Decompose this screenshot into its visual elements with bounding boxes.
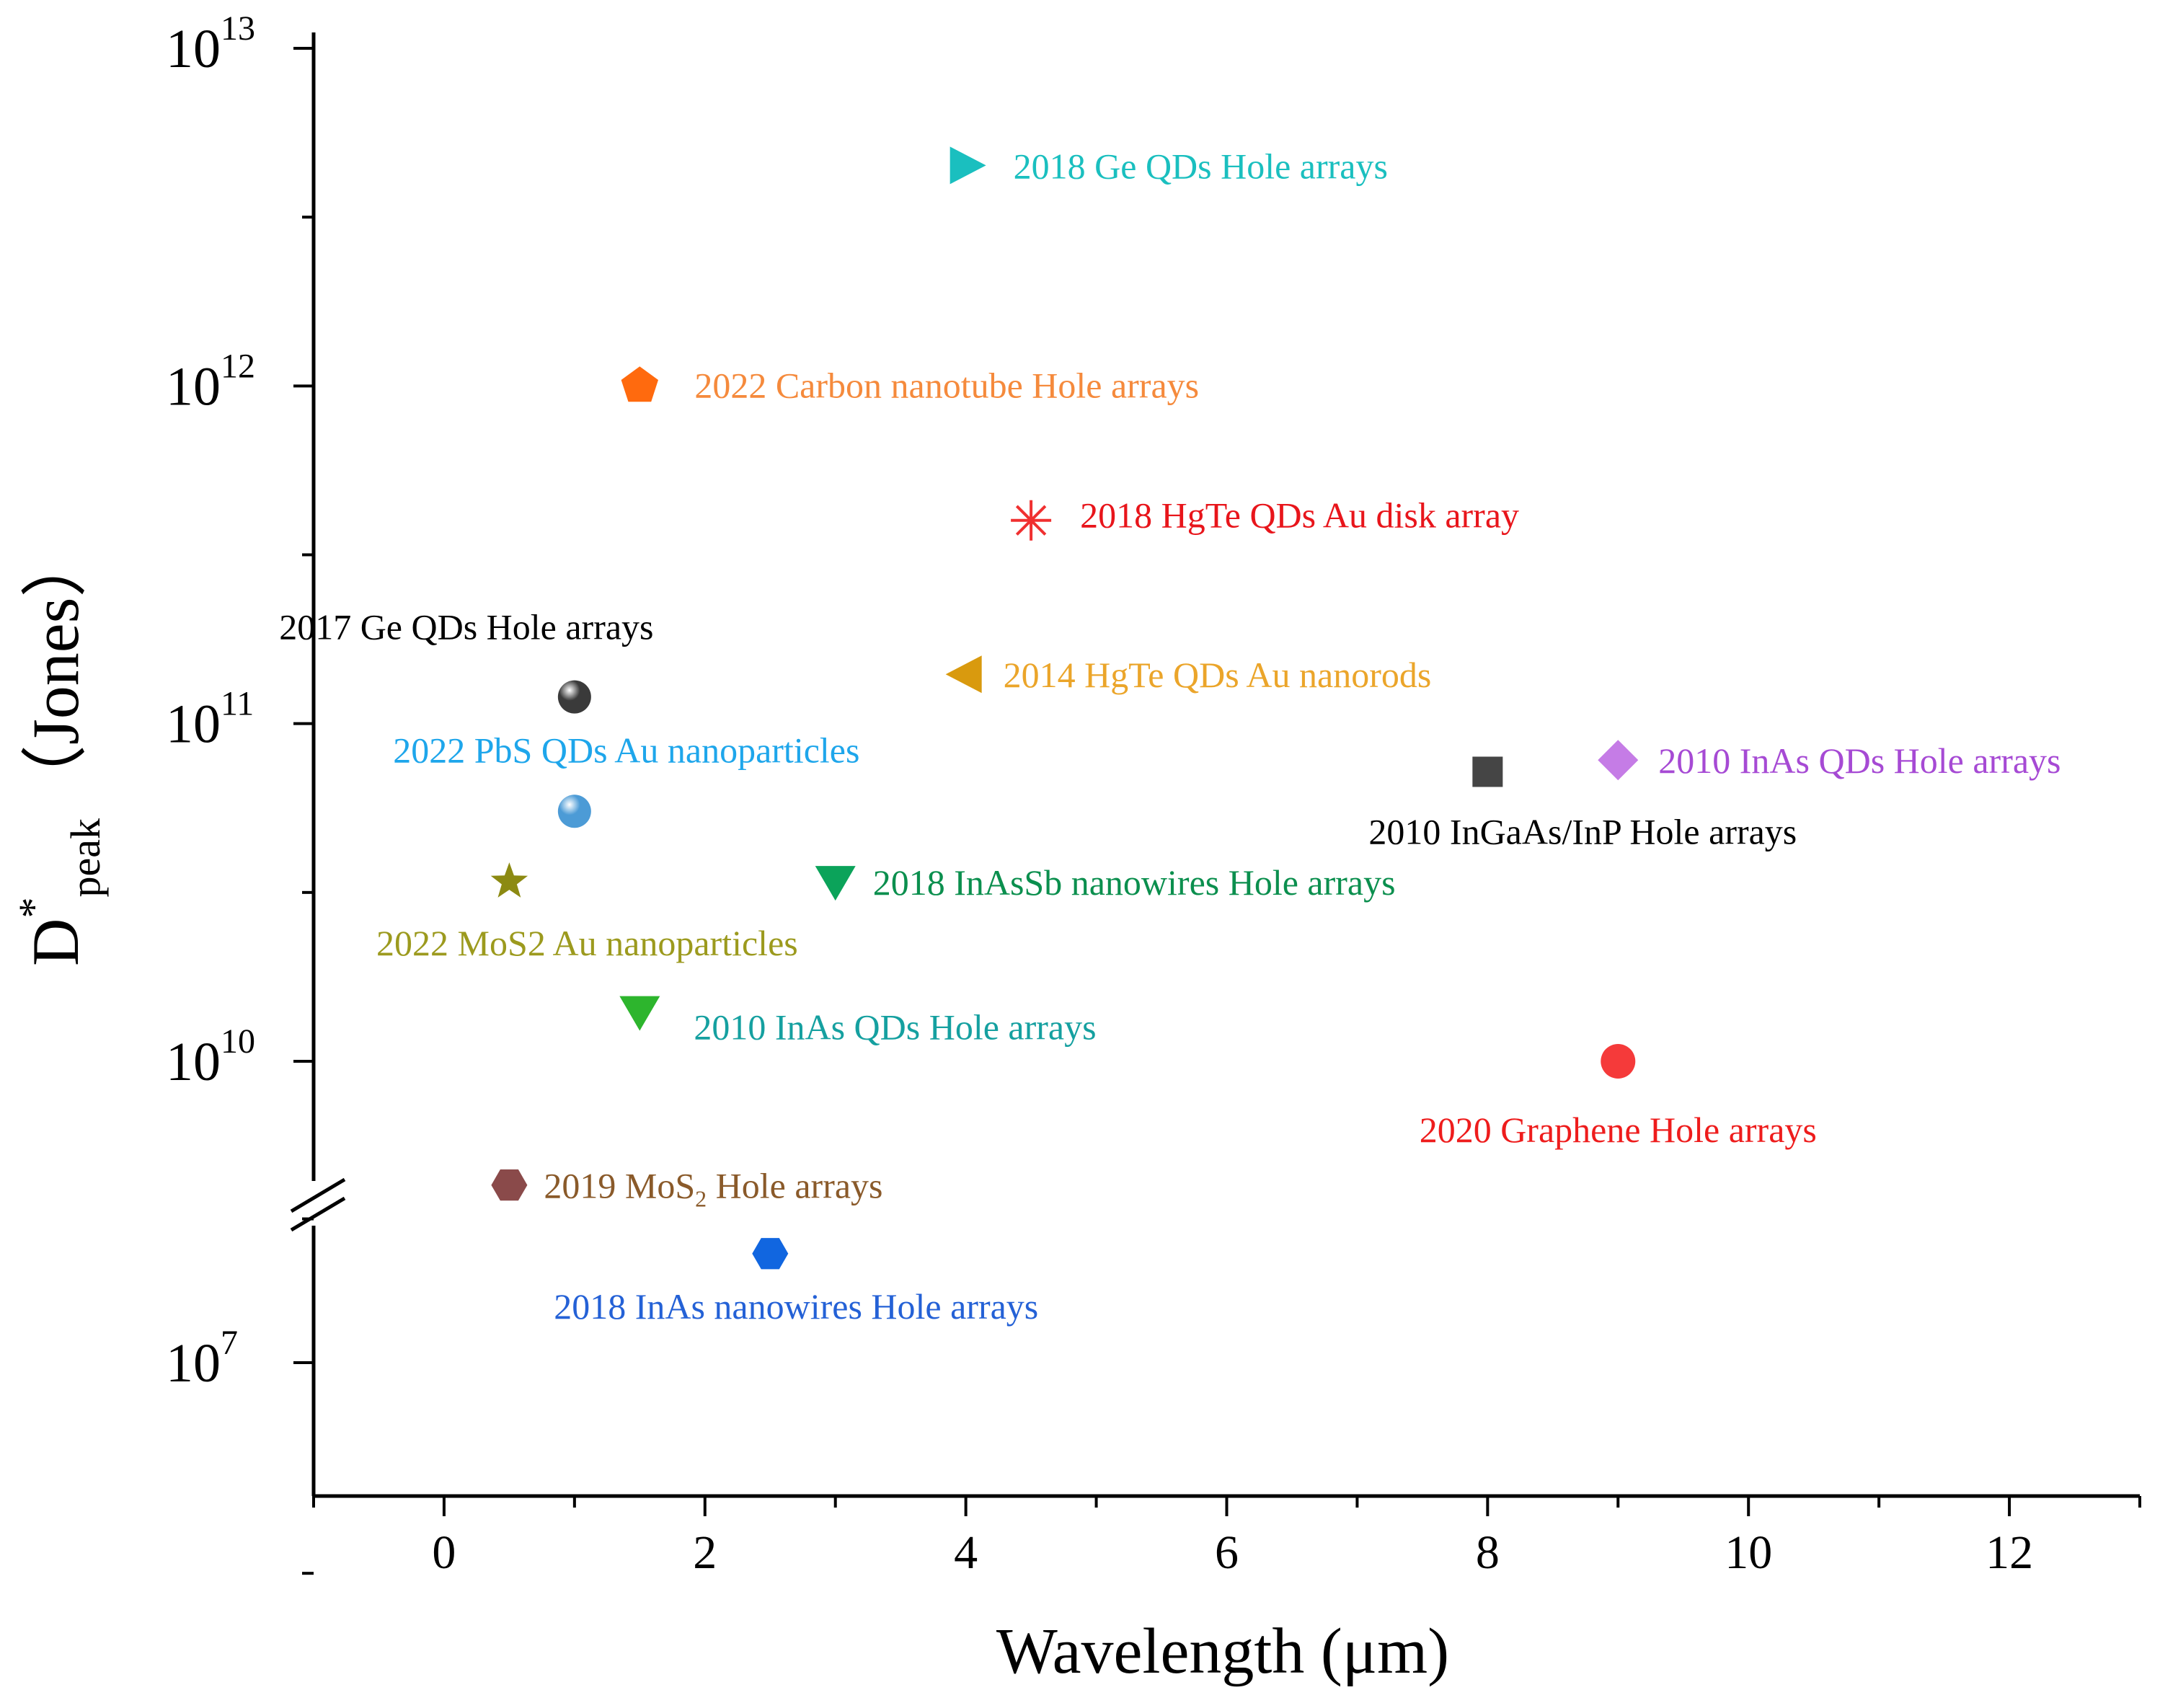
data-point-star: [490, 862, 528, 898]
point-label: 2018 InAsSb nanowires Hole arrays: [873, 862, 1396, 903]
point-label: 2019 MoS2 Hole arrays: [544, 1166, 882, 1212]
y-axis-title-sub: peak: [62, 818, 109, 898]
point-label: 2010 InAs QDs Hole arrays: [1658, 740, 2061, 781]
point-label: 2018 InAs nanowires Hole arrays: [554, 1286, 1038, 1327]
y-axis-title-main: D: [19, 919, 92, 966]
data-point-sphere: [557, 680, 591, 714]
y-axis-title-unit: （Jones）: [19, 531, 92, 811]
point-label: 2018 HgTe QDs Au disk array: [1080, 495, 1519, 536]
point-label: 2022 PbS QDs Au nanoparticles: [393, 730, 859, 770]
svg-text:D*peak（Jones）: D*peak （Jones）: [10, 531, 109, 966]
data-point-triangle-down: [619, 996, 660, 1031]
point-labels: 2018 Ge QDs Hole arrays 2022 Carbon nanot…: [279, 146, 2061, 1326]
data-points: [490, 146, 1639, 1270]
y-tick-label: 1012: [166, 347, 255, 417]
x-tick-label: 12: [1986, 1526, 2033, 1579]
x-tick-label: 8: [1476, 1526, 1500, 1579]
y-axis-title-sup: *: [10, 898, 57, 919]
data-point-sphere: [557, 795, 591, 828]
x-tick-label: 10: [1725, 1526, 1772, 1579]
data-point-asterisk: [1011, 500, 1052, 541]
y-tick-label: 107: [166, 1324, 238, 1394]
x-tick-label: 6: [1215, 1526, 1239, 1579]
point-label: 2018 Ge QDs Hole arrays: [1014, 146, 1388, 186]
point-label: 2020 Graphene Hole arrays: [1420, 1110, 1817, 1150]
y-tick-label: 1011: [166, 685, 254, 755]
x-axis-title: Wavelength (μm): [996, 1616, 1449, 1687]
point-label: 2010 InAs QDs Hole arrays: [694, 1007, 1096, 1048]
point-label: 2017 Ge QDs Hole arrays: [279, 607, 653, 647]
y-tick-label: 1013: [166, 9, 255, 79]
point-label: 2014 HgTe QDs Au nanorods: [1004, 655, 1432, 695]
x-axis-ticks: 0 2 4 6 8 10 12: [312, 1496, 2141, 1579]
y-axis-title: D*peak （Jones）: [10, 531, 109, 966]
x-tick-label: 2: [693, 1526, 717, 1579]
point-label: 2022 Carbon nanotube Hole arrays: [694, 365, 1199, 405]
axis-break-mark: [290, 1196, 346, 1232]
point-label: 2022 MoS2 Au nanoparticles: [376, 923, 798, 963]
data-point-circle: [1601, 1044, 1636, 1079]
data-point-triangle-right: [950, 146, 986, 185]
y-tick-label: 1010: [166, 1022, 255, 1092]
data-point-hexagon: [752, 1238, 789, 1270]
x-tick-label: 0: [432, 1526, 456, 1579]
data-point-hexagon: [491, 1169, 528, 1201]
data-point-triangle-left: [945, 655, 982, 694]
data-point-pentagon: [621, 366, 658, 402]
data-point-square: [1472, 756, 1503, 787]
point-label: 2010 InGaAs/InP Hole arrays: [1368, 811, 1797, 851]
data-point-diamond: [1598, 740, 1639, 781]
axis-break-mark: [290, 1177, 346, 1213]
data-point-triangle-down: [815, 866, 856, 901]
y-axis-ticks: 1013 1012 1011 1010 107: [166, 9, 314, 1575]
x-tick-label: 4: [954, 1526, 978, 1579]
